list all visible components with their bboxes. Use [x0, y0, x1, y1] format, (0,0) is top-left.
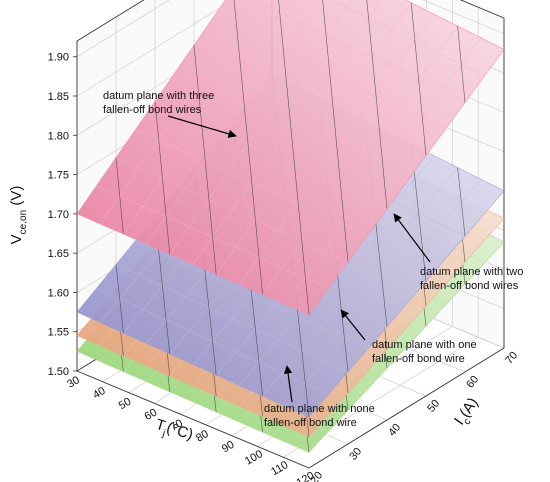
z-axis-label-sub: ce,on: [18, 210, 29, 234]
z-tick-label: 1.70: [48, 209, 69, 221]
surface-mesh: [262, 25, 458, 295]
gridline: [76, 0, 234, 97]
surface-mesh: [254, 0, 466, 103]
ic-axis-label-unit: (A): [456, 395, 481, 421]
tj-tick-label: 40: [91, 385, 108, 402]
tj-axis-label: Tj(°C): [152, 416, 195, 447]
axis-edge: [459, 0, 505, 19]
surface-contour: [410, 2, 427, 156]
tj-tick-label: 70: [168, 417, 185, 434]
surface-contour: [115, 157, 124, 235]
z-axis-label-main: V: [8, 234, 25, 244]
ic-tick-label: 30: [347, 446, 364, 463]
axis-edge: [76, 0, 145, 42]
surface-contour: [233, 0, 263, 295]
surface-mesh: [174, 73, 407, 183]
annotation-one-line1: datum plane with one: [372, 339, 477, 351]
tj-tick-label: 100: [243, 448, 265, 468]
axis-edge: [308, 347, 505, 469]
surface-contour: [322, 0, 349, 262]
surface-contour: [366, 0, 388, 209]
z-tick-label: 1.80: [48, 130, 69, 142]
annotation-two-arrow: [393, 213, 431, 263]
ic-axis-label-sub: c: [462, 417, 474, 427]
surface-mesh: [215, 2, 412, 275]
annotation-none-line2: fallen-off bond wire: [264, 417, 357, 429]
surface-mesh: [193, 44, 427, 156]
z-tick-label: 1.50: [48, 366, 69, 378]
annotation-one-line2: fallen-off bond wire: [372, 353, 465, 365]
annotation-none-line1: datum plane with none: [264, 403, 375, 415]
tj-tick-label: 90: [220, 439, 237, 456]
ic-tick-label: 70: [503, 350, 520, 367]
tj-tick-label: 110: [269, 459, 290, 478]
surface-contour: [457, 26, 466, 103]
tj-axis-label-sub: j: [160, 428, 166, 439]
tj-tick-label: 80: [194, 428, 211, 445]
surfaces: [76, 0, 505, 453]
surface-mesh: [262, 167, 458, 397]
surface-contour: [457, 167, 466, 237]
ic-tick-label: 60: [464, 374, 481, 391]
ic-tick-label: 40: [386, 422, 403, 439]
annotation-one-arrow: [340, 309, 366, 341]
gridline: [422, 0, 505, 35]
ic-tick-label: 50: [425, 398, 442, 415]
gridline: [76, 0, 170, 58]
surface-contour: [278, 0, 310, 315]
ic-axis-label: Ic(A): [451, 395, 485, 431]
surface-contour: [115, 264, 124, 334]
z-tick-label: 1.85: [48, 91, 69, 103]
z-axis-label-unit: (V): [8, 186, 25, 210]
surface-contour: [154, 101, 171, 255]
annotation-three-arrow: [167, 115, 237, 138]
tj-tick-label: 60: [143, 406, 160, 423]
annotation-three-line1: datum plane with three: [103, 90, 214, 102]
tj-tick-label: 30: [65, 374, 82, 391]
annotations: datum plane with three fallen-off bond w…: [103, 90, 523, 429]
axis-edge: [76, 370, 310, 469]
annotation-three-line2: fallen-off bond wires: [103, 104, 202, 116]
tj-tick-label: 50: [117, 396, 134, 413]
annotation-two-line1: datum plane with two: [420, 266, 523, 278]
z-tick-label: 1.55: [48, 327, 69, 339]
z-tick-label: 1.90: [48, 52, 69, 64]
z-tick-label: 1.65: [48, 248, 69, 260]
tj-axis-label-unit: (°C): [164, 419, 195, 443]
annotation-two-line2: fallen-off bond wires: [420, 280, 519, 292]
z-tick-label: 1.75: [48, 170, 69, 182]
surface-contour: [193, 45, 217, 275]
surface-plane: [76, 0, 505, 316]
z-axis-label: Vce,on (V): [8, 186, 29, 245]
z-tick-label: 1.60: [48, 287, 69, 299]
annotation-none-arrow: [283, 365, 293, 403]
